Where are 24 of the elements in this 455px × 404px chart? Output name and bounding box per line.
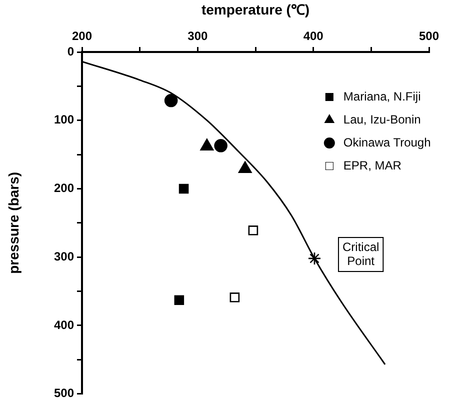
y-tick-label: 500 [54, 386, 74, 400]
y-tick-label: 300 [54, 249, 74, 264]
y-tick-label: 400 [54, 318, 74, 332]
x-tick-label: 500 [418, 29, 440, 44]
annotation: Critical Point [342, 240, 380, 268]
point [164, 94, 178, 108]
legend-label: EPR, MAR [343, 158, 402, 172]
y-axis-title: pressure (bars) [5, 172, 22, 274]
y-tick-label: 0 [67, 44, 74, 58]
legend-label: Okinawa Trough [343, 135, 431, 150]
legend-label: Lau, Izu-Bonin [343, 112, 421, 126]
x-tick-label: 400 [303, 29, 324, 44]
x-tick-label: 200 [72, 29, 92, 44]
point [308, 252, 322, 266]
y-tick-label: 100 [54, 112, 74, 127]
y-tick-label: 200 [54, 181, 74, 196]
point [214, 139, 228, 152]
point [230, 292, 240, 302]
x-axis-title: temperature (℃) [201, 1, 310, 18]
point [248, 226, 258, 236]
x-tick-label: 300 [188, 29, 208, 44]
point [178, 184, 189, 194]
point [174, 295, 184, 306]
legend-label: Mariana, N.Fiji [343, 89, 421, 104]
